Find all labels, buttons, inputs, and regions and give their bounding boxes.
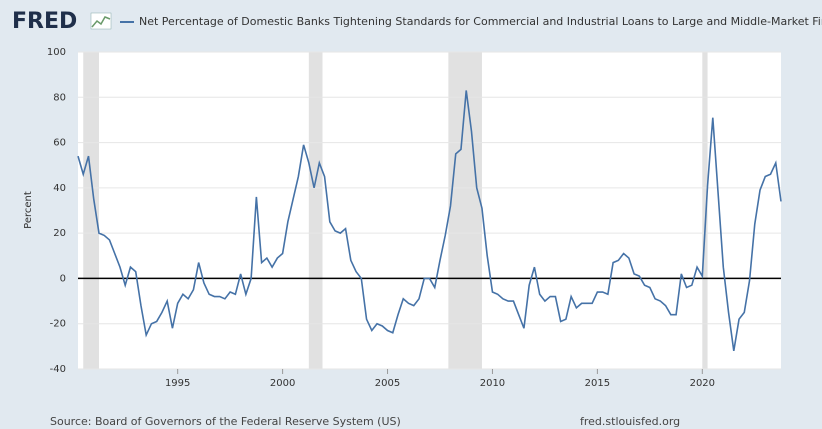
x-tick-label: 2020 [690,378,715,389]
recession-band [702,52,708,369]
site-url: fred.stlouisfed.org [580,415,680,428]
logo-icon [90,12,112,30]
recession-band [83,52,99,369]
source: Source: Board of Governors of the Federa… [50,415,401,428]
y-tick-label: 100 [47,47,66,58]
y-tick-label: 60 [53,138,66,149]
y-tick-label: -40 [50,364,66,375]
y-tick-label: -20 [50,319,66,330]
brand-logo: FRED [12,9,77,34]
series-line [77,90,782,352]
y-tick-label: 40 [53,183,66,194]
y-tick-label: 20 [53,228,66,239]
y-axis-label: Percent [23,191,34,229]
x-tick-label: 2010 [480,378,505,389]
x-tick-label: 2015 [585,378,610,389]
y-tick-label: 0 [60,273,66,284]
y-tick-label: 80 [53,92,66,103]
legend-label: Net Percentage of Domestic Banks Tighten… [139,15,822,28]
plot-area [78,52,781,369]
x-tick-label: 2000 [270,378,295,389]
x-tick-label: 2005 [375,378,400,389]
recession-band [308,52,323,369]
x-tick-label: 1995 [165,378,190,389]
